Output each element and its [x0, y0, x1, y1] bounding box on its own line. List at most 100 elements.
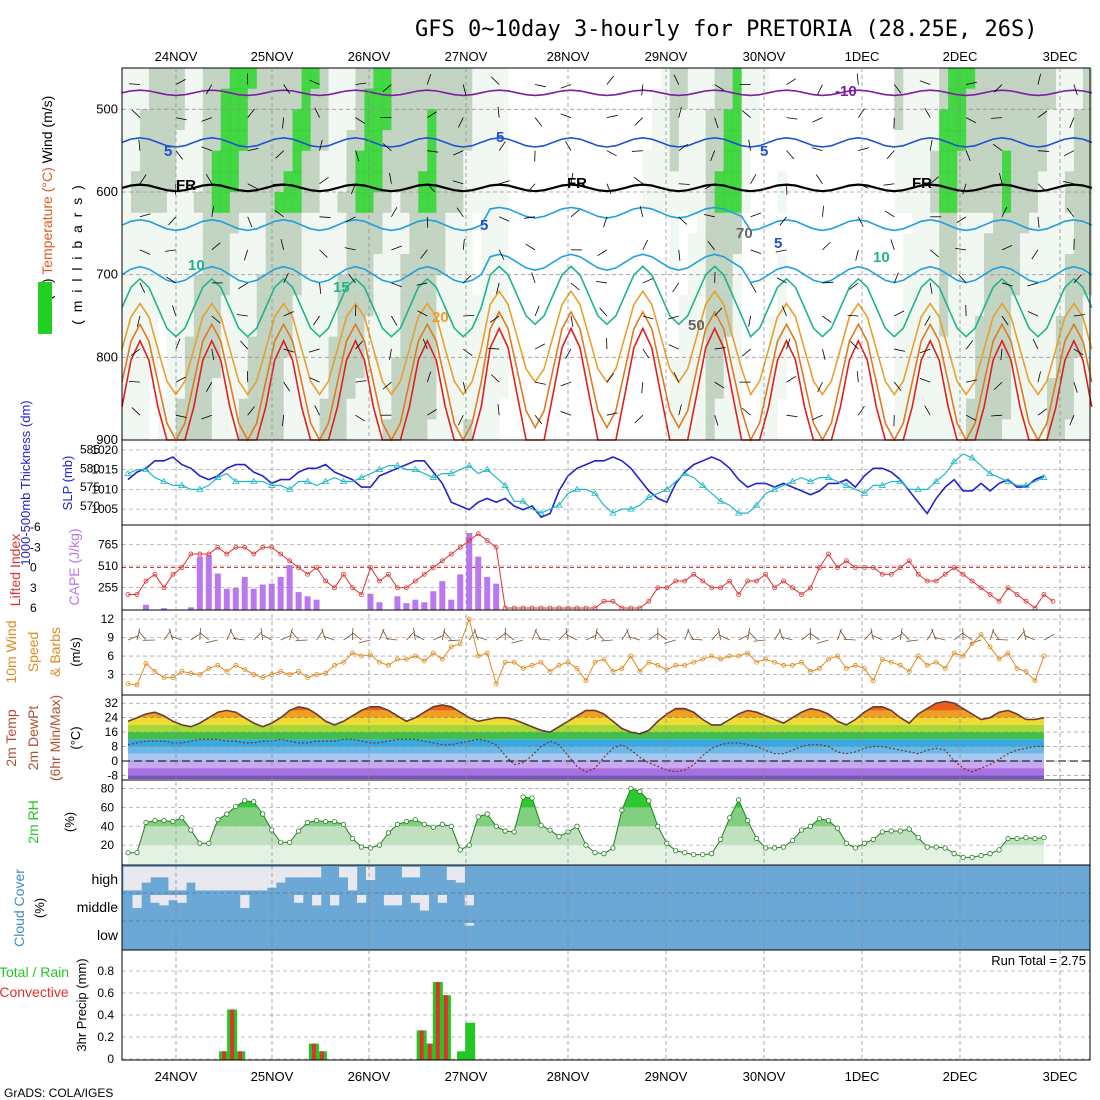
rh-cell [292, 192, 302, 214]
cloud-cell [150, 867, 160, 878]
rh-cell [1046, 68, 1057, 90]
wind-barb [633, 176, 644, 185]
wind-barb [426, 73, 432, 85]
contour-label: 70 [736, 225, 753, 242]
rh-cell [1028, 295, 1039, 317]
cape-ylabel: CAPE (J/kg) [66, 528, 82, 605]
wind-barb [748, 315, 751, 327]
wind-barb [958, 274, 967, 284]
rh-cell [1028, 357, 1039, 379]
rh-cell [310, 150, 320, 172]
wind-barb [283, 84, 291, 94]
li-marker [799, 592, 804, 597]
surface-wind-barb [385, 638, 398, 641]
wind-barb [458, 415, 464, 426]
wind-marker [897, 662, 903, 668]
rh-cell [436, 419, 446, 441]
wind-ylabel: 10m Wind [3, 620, 19, 683]
cloud-cell [168, 867, 178, 891]
rh-cell [714, 192, 724, 214]
rh-cell [319, 192, 329, 214]
rh-marker [807, 823, 814, 829]
cloud-cell [231, 867, 241, 891]
wind-barb [314, 107, 320, 118]
rh-cell [355, 398, 365, 420]
surface-wind-barb [778, 628, 784, 641]
rh-cell [139, 68, 150, 90]
rh-cell [957, 254, 967, 276]
rh-unit: (%) [62, 812, 77, 832]
rh-cell [409, 419, 419, 441]
rh-cell [211, 295, 222, 317]
li-marker [386, 571, 391, 577]
li-marker [781, 578, 786, 584]
rh-cell [445, 150, 455, 172]
rh-cell [984, 254, 994, 276]
rh-marker [789, 837, 796, 844]
rh-cell [1073, 274, 1084, 296]
wind-barb [243, 249, 249, 261]
date-label-top: 29NOV [645, 49, 688, 64]
rh-cell [122, 150, 132, 172]
cloud-cell [285, 867, 295, 878]
rh-cell [202, 150, 213, 172]
li-marker [170, 571, 176, 577]
rh-cell [157, 419, 168, 441]
cloud-cell [401, 867, 412, 878]
li-marker [350, 585, 355, 591]
li-marker [682, 578, 688, 584]
contour-label: 5 [760, 143, 768, 160]
rh-cell [777, 316, 787, 338]
wind-barb [714, 84, 725, 91]
rh-cell [400, 316, 410, 338]
li-marker [664, 585, 670, 591]
date-label-bottom: 29NOV [645, 1069, 688, 1084]
rh-cell [301, 171, 311, 193]
rh-cell [427, 212, 437, 234]
cape-bar [160, 608, 167, 610]
wind-marker [888, 659, 894, 665]
li-marker [817, 565, 822, 570]
wind-barb [634, 414, 644, 424]
wind-barb [1063, 150, 1075, 157]
rh-cell [427, 109, 437, 131]
rh-cell [1002, 150, 1012, 172]
rh-cell [1011, 357, 1021, 379]
rh-marker [367, 845, 374, 851]
wind-barb [1066, 207, 1075, 218]
rh-cell [975, 357, 985, 379]
surface-wind-barb [168, 628, 174, 641]
wind-barb [527, 183, 536, 193]
wind-marker [933, 659, 939, 665]
surface-wind-barb [809, 632, 820, 641]
rh-cell [283, 336, 293, 358]
rh-cell [283, 192, 293, 214]
wind-barb [570, 209, 580, 218]
rh-cell [409, 192, 419, 214]
contour-label: 10 [188, 257, 205, 274]
rh-ylabel: 2m RH [25, 800, 41, 844]
rh-cell [418, 336, 428, 358]
wind-barb [991, 414, 1003, 417]
rh-cell [148, 357, 159, 379]
rh-cell [705, 336, 715, 358]
rh-cell [454, 130, 464, 152]
li-marker [134, 592, 140, 597]
date-label-top: 27NOV [445, 49, 488, 64]
rh-cell [301, 109, 311, 131]
wind-marker [368, 652, 373, 658]
rh-cell [921, 419, 931, 441]
rh-cell [993, 150, 1003, 172]
wind-barb [534, 305, 540, 317]
rh-cell [373, 398, 383, 420]
rh-marker [529, 795, 535, 801]
rh-cell [768, 398, 778, 420]
wind-barb [211, 348, 215, 360]
rh-cell [337, 357, 347, 379]
wind-barb [168, 216, 177, 226]
rh-cell [481, 398, 491, 420]
li-marker [493, 544, 499, 550]
rh-cell [346, 150, 356, 172]
li-marker [1014, 592, 1020, 597]
rh-cell [1011, 150, 1021, 172]
